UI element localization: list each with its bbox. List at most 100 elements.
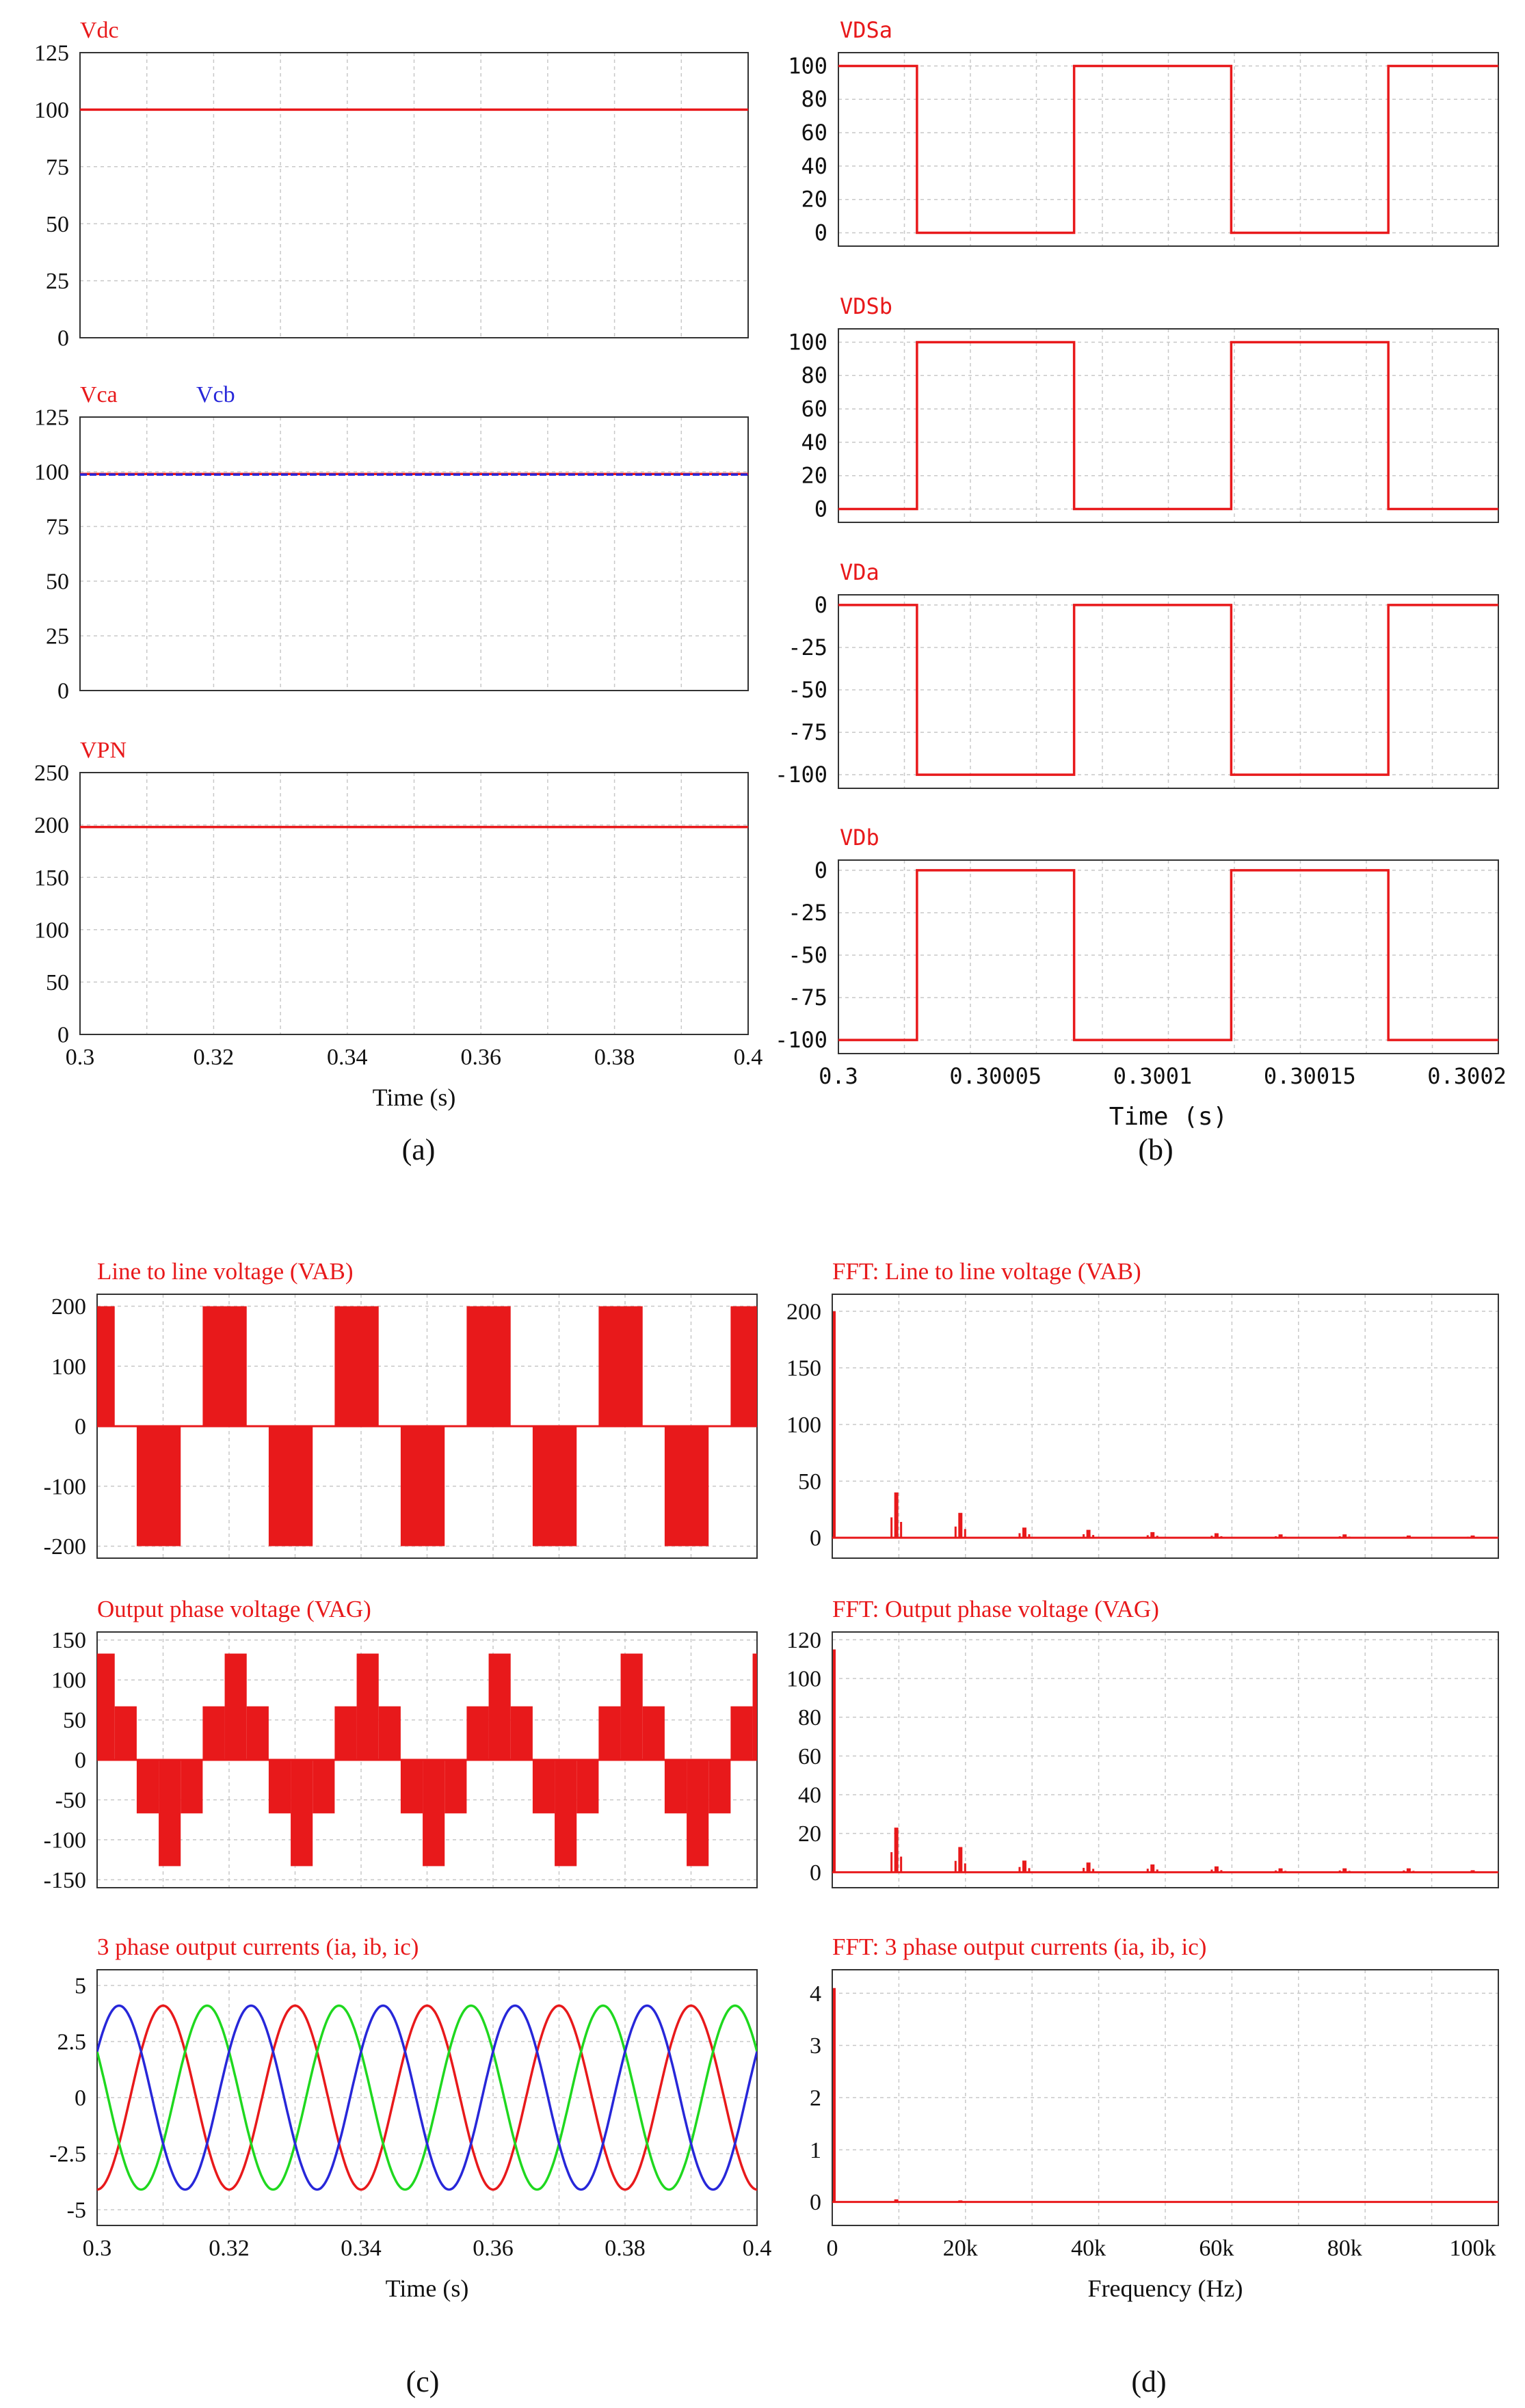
y-tick-label: -100 xyxy=(775,1027,827,1053)
plot-area xyxy=(97,2004,757,2191)
chart-a1: 0 25 50 75 100 125 Vdc xyxy=(34,18,749,351)
grid xyxy=(832,1970,1498,2225)
y-tick-label: 50 xyxy=(46,212,69,237)
pwm-step-block xyxy=(598,1706,621,1760)
x-tick-label: 0.32 xyxy=(209,2236,250,2261)
y-tick-label: -50 xyxy=(788,942,827,968)
y-tick-label: 0 xyxy=(75,2086,86,2111)
chart-b4: -100 -75 -50 -25 0 VDb 0.3 0.30005 0.3001 0.30015… xyxy=(775,825,1507,1131)
y-tick-label: 75 xyxy=(46,155,69,180)
pwm-step-block xyxy=(159,1760,181,1867)
pwm-step-block xyxy=(532,1760,555,1814)
y-tick-label: 0 xyxy=(810,1526,821,1551)
pwm-step-block xyxy=(1083,1760,1104,1866)
plot-frame xyxy=(838,328,1499,523)
y-tick-label: 100 xyxy=(786,1413,821,1438)
y-tick-label: 20 xyxy=(798,1821,821,1847)
chart-title: FFT: Output phase voltage (VAG) xyxy=(832,1596,1159,1622)
y-tick-label: 3 xyxy=(810,2033,821,2059)
y-tick-label: 80 xyxy=(798,1705,821,1730)
x-tick-label: 0.3 xyxy=(66,1045,95,1070)
pwm-step-block xyxy=(819,1760,840,1866)
pwm-step-block xyxy=(97,1653,115,1760)
pwm-step-block xyxy=(708,1760,731,1814)
chart-title: Output phase voltage (VAG) xyxy=(97,1596,371,1622)
grid xyxy=(832,1632,1498,1888)
pwm-step-block xyxy=(400,1760,423,1814)
pwm-block-positive xyxy=(862,1307,906,1426)
x-tick-label: 0.36 xyxy=(460,1045,501,1070)
plot-frame xyxy=(96,1969,758,2226)
pwm-block-negative xyxy=(400,1426,445,1547)
series-line-ic xyxy=(97,2004,757,2191)
pwm-step-block xyxy=(202,1706,225,1760)
x-axis-title: Time (s) xyxy=(373,1084,456,1111)
section-label: (c) xyxy=(406,2365,440,2398)
x-tick-label: 0.34 xyxy=(327,1045,368,1070)
pwm-step-block xyxy=(510,1706,533,1760)
x-tick-label: 0.3 xyxy=(83,2236,112,2261)
pwm-step-block xyxy=(840,1760,862,1813)
pwm-step-block xyxy=(1104,1760,1126,1813)
grid xyxy=(97,1970,757,2225)
y-tick-label: 25 xyxy=(46,269,69,294)
y-tick-label: 200 xyxy=(34,813,69,838)
y-tick-label: 125 xyxy=(34,41,69,66)
pwm-block-positive xyxy=(202,1306,247,1426)
pwm-step-block xyxy=(466,1706,489,1760)
pwm-block-negative xyxy=(1061,1426,1104,1546)
pwm-step-block xyxy=(291,1760,313,1867)
pwm-step-block xyxy=(929,1760,951,1813)
plot-frame xyxy=(79,416,749,691)
x-tick-label: 100k xyxy=(1450,2236,1496,2261)
y-tick-label: -100 xyxy=(44,1474,86,1499)
y-tick-label: 60 xyxy=(801,120,827,146)
y-tick-label: 0 xyxy=(75,1748,86,1774)
pwm-step-block xyxy=(687,1760,709,1867)
y-tick-label: 50 xyxy=(46,570,69,595)
grid xyxy=(832,1294,1498,1558)
chart-b1: 0 20 40 60 80 100 VDSa xyxy=(788,17,1499,247)
plot-area xyxy=(832,1311,1498,1539)
pwm-step-block xyxy=(246,1706,269,1760)
x-tick-label: 60k xyxy=(1199,2236,1234,2261)
pwm-block-negative xyxy=(532,1426,577,1547)
pwm-step-block xyxy=(1061,1760,1083,1813)
y-tick-label: 100 xyxy=(788,53,827,79)
grid xyxy=(838,595,1498,788)
y-tick-label: 200 xyxy=(786,1299,821,1324)
plot-area xyxy=(97,1653,1126,1867)
y-tick-label: 4 xyxy=(810,1981,821,2007)
grid xyxy=(838,329,1498,522)
y-tick-label: 0 xyxy=(814,857,827,883)
x-tick-label: 0.32 xyxy=(194,1045,235,1070)
x-tick-label: 0.3002 xyxy=(1427,1063,1507,1089)
chart-title: Vca xyxy=(80,382,118,407)
x-tick-label: 0 xyxy=(827,2236,838,2261)
y-tick-label: 0 xyxy=(814,496,827,522)
chart-title: VDa xyxy=(840,559,879,585)
pwm-block-positive xyxy=(334,1306,379,1426)
plot-area xyxy=(838,869,1498,1041)
grid xyxy=(80,53,748,338)
x-tick-label: 80k xyxy=(1327,2236,1362,2261)
y-tick-label: 0 xyxy=(57,679,69,704)
pwm-step-block xyxy=(1039,1707,1061,1760)
x-tick-label: 0.30005 xyxy=(949,1063,1042,1089)
chart-title-2: Vcb xyxy=(196,382,235,407)
x-axis-title: Time (s) xyxy=(1109,1103,1228,1131)
chart-title: 3 phase output currents (ia, ib, ic) xyxy=(97,1934,419,1960)
pwm-step-block xyxy=(378,1706,401,1760)
y-tick-label: -100 xyxy=(44,1828,86,1853)
x-tick-label: 0.4 xyxy=(734,1045,763,1070)
chart-title: Vdc xyxy=(80,18,119,43)
y-tick-label: 60 xyxy=(798,1744,821,1769)
grid xyxy=(80,417,748,691)
grid xyxy=(838,53,1498,246)
pwm-step-block xyxy=(423,1760,445,1867)
x-tick-label: 0.4 xyxy=(743,2236,772,2261)
chart-c1: -200 -100 0 100 200 Line to line voltage (VAB… xyxy=(44,1258,1104,1560)
y-tick-label: 125 xyxy=(34,405,69,431)
y-tick-label: -75 xyxy=(788,985,827,1011)
plot-frame xyxy=(838,52,1499,247)
